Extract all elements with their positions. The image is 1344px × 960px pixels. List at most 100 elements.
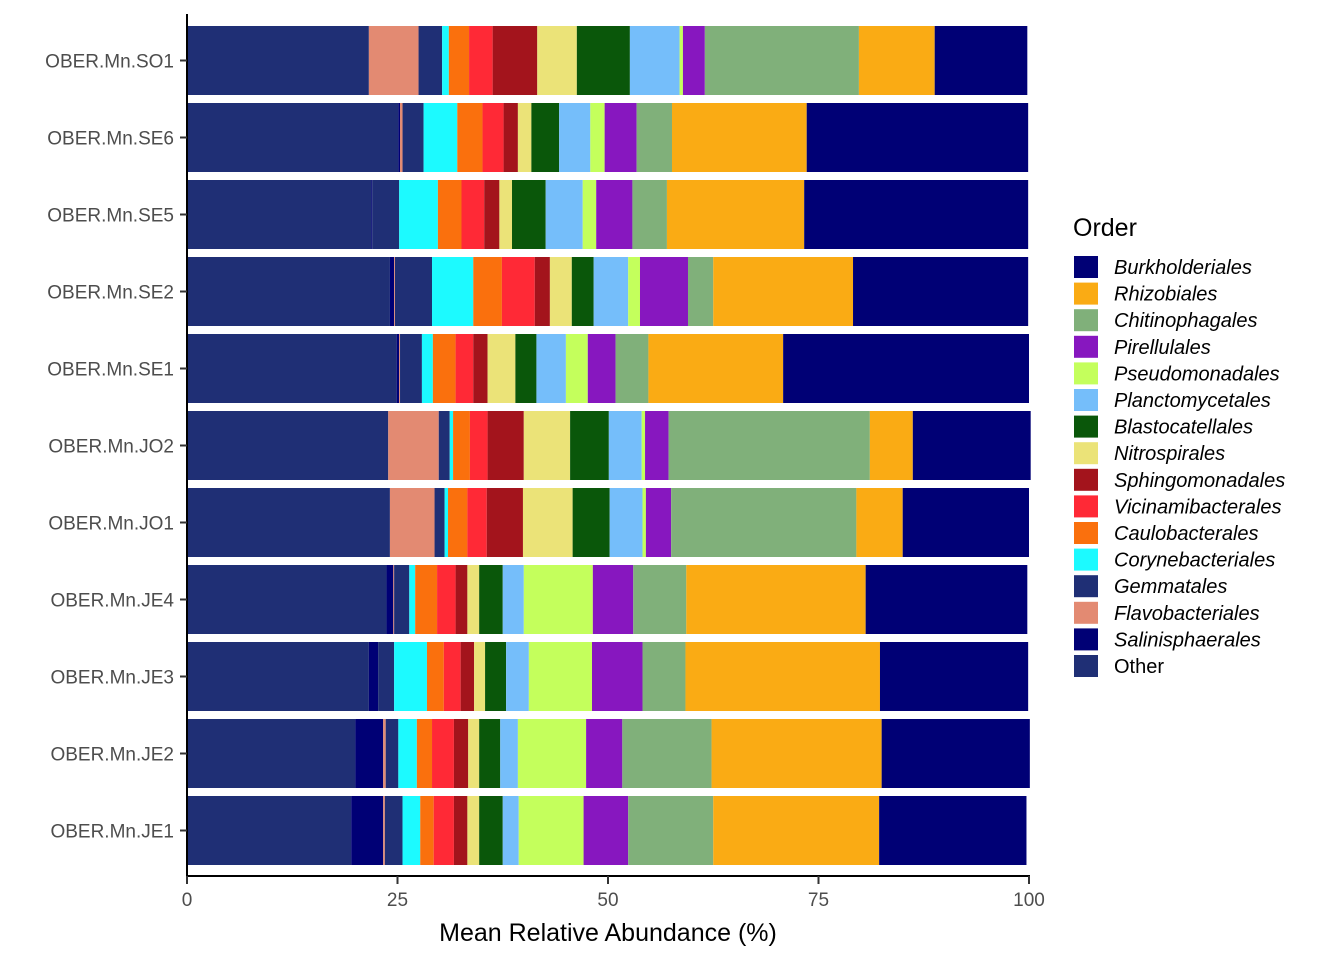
bar-segment-ober-mn-se2-blastocatellales xyxy=(571,257,594,326)
y-tick-label: OBER.Mn.SO1 xyxy=(45,52,174,73)
bar-segment-ober-mn-jo2-gemmatales xyxy=(438,411,450,480)
bar-segment-ober-mn-je1-pseudomonadales xyxy=(518,796,584,865)
bar-segment-ober-mn-je4-pseudomonadales xyxy=(523,565,593,634)
bar-segment-ober-mn-jo1-pseudomonadales xyxy=(642,488,646,557)
bar-segment-ober-mn-se6-other xyxy=(187,103,399,172)
bar-segment-ober-mn-se1-pseudomonadales xyxy=(565,334,588,403)
y-tick-label: OBER.Mn.JO2 xyxy=(48,437,174,458)
legend-swatch-pirellulales xyxy=(1074,335,1098,358)
x-tick-label: 0 xyxy=(182,890,193,911)
bar-segment-ober-mn-jo2-blastocatellales xyxy=(570,411,609,480)
bars-layer xyxy=(187,26,1031,865)
legend-swatch-caulobacterales xyxy=(1074,522,1098,544)
bar-segment-ober-mn-so1-gemmatales xyxy=(418,26,443,95)
bar-segment-ober-mn-se1-salinisphaerales xyxy=(396,334,400,403)
bar-segment-ober-mn-jo2-sphingomonadales xyxy=(487,411,524,480)
bar-segment-ober-mn-se1-blastocatellales xyxy=(515,334,537,403)
bar-segment-ober-mn-jo2-other xyxy=(187,411,389,480)
bar-segment-ober-mn-se5-blastocatellales xyxy=(512,180,546,249)
bar-segment-ober-mn-se5-pirellulales xyxy=(596,180,633,249)
legend-swatch-chitinophagales xyxy=(1074,309,1098,332)
bar-segment-ober-mn-se1-nitrospirales xyxy=(487,334,516,403)
bar-segment-ober-mn-so1-nitrospirales xyxy=(537,26,577,95)
bar-segment-ober-mn-se6-caulobacterales xyxy=(457,103,483,172)
bar-segment-ober-mn-se5-other xyxy=(187,180,372,249)
x-tick-label: 100 xyxy=(1013,890,1045,911)
x-tick-label: 50 xyxy=(597,890,618,911)
bar-segment-ober-mn-je1-corynebacteriales xyxy=(402,796,421,865)
bar-segment-ober-mn-se2-salinisphaerales xyxy=(389,257,395,326)
bar-segment-ober-mn-se1-planctomycetales xyxy=(536,334,566,403)
bar-segment-ober-mn-je3-blastocatellales xyxy=(485,642,507,711)
legend-label-caulobacterales: Caulobacterales xyxy=(1114,523,1259,545)
bar-segment-ober-mn-se5-pseudomonadales xyxy=(582,180,597,249)
bar-segment-ober-mn-je2-blastocatellales xyxy=(479,719,501,788)
legend-label-gemmatales: Gemmatales xyxy=(1114,576,1227,598)
legend-swatch-nitrospirales xyxy=(1074,442,1098,465)
bar-segment-ober-mn-se6-flavobacteriales xyxy=(400,103,403,172)
bar-segment-ober-mn-se6-pseudomonadales xyxy=(590,103,605,172)
bar-segment-ober-mn-jo2-corynebacteriales xyxy=(449,411,454,480)
bar-segment-ober-mn-je3-burkholderiales xyxy=(879,642,1029,711)
bar-segment-ober-mn-so1-pirellulales xyxy=(682,26,705,95)
bar-segment-ober-mn-se5-burkholderiales xyxy=(804,180,1029,249)
bar-segment-ober-mn-se6-burkholderiales xyxy=(806,103,1029,172)
bar-segment-ober-mn-so1-sphingomonadales xyxy=(492,26,538,95)
bar-segment-ober-mn-je3-chitinophagales xyxy=(642,642,686,711)
bar-segment-ober-mn-je2-corynebacteriales xyxy=(398,719,417,788)
bar-segment-ober-mn-se5-planctomycetales xyxy=(545,180,583,249)
legend-swatch-planctomycetales xyxy=(1074,389,1098,411)
bar-segment-ober-mn-je1-chitinophagales xyxy=(628,796,714,865)
bar-segment-ober-mn-je2-pirellulales xyxy=(586,719,623,788)
legend-label-other: Other xyxy=(1114,656,1164,678)
bar-segment-ober-mn-je3-gemmatales xyxy=(378,642,395,711)
bar-segment-ober-mn-je4-chitinophagales xyxy=(633,565,687,634)
bar-segment-ober-mn-jo1-blastocatellales xyxy=(572,488,610,557)
bar-segment-ober-mn-je1-sphingomonadales xyxy=(453,796,468,865)
bar-segment-ober-mn-se2-sphingomonadales xyxy=(534,257,550,326)
bar-segment-ober-mn-se6-corynebacteriales xyxy=(423,103,458,172)
bar-segment-ober-mn-jo1-corynebacteriales xyxy=(444,488,449,557)
bar-segment-ober-mn-se6-planctomycetales xyxy=(559,103,591,172)
bar-segment-ober-mn-se1-flavobacteriales xyxy=(399,334,401,403)
legend-swatch-burkholderiales xyxy=(1074,256,1098,278)
legend-label-vicinamibacterales: Vicinamibacterales xyxy=(1114,496,1282,518)
bar-segment-ober-mn-je1-vicinamibacterales xyxy=(433,796,454,865)
bar-segment-ober-mn-so1-blastocatellales xyxy=(576,26,630,95)
bar-segment-ober-mn-jo2-pirellulales xyxy=(645,411,669,480)
bar-segment-ober-mn-se6-gemmatales xyxy=(402,103,424,172)
legend: Order Burkholderiales Rhizobiales Chitinop… xyxy=(1073,214,1285,678)
bar-segment-ober-mn-je2-other xyxy=(187,719,356,788)
bar-segment-ober-mn-jo1-other xyxy=(187,488,390,557)
bar-segment-ober-mn-je1-flavobacteriales xyxy=(383,796,385,865)
bar-segment-ober-mn-so1-pseudomonadales xyxy=(679,26,683,95)
bar-segment-ober-mn-se1-corynebacteriales xyxy=(421,334,433,403)
bar-segment-ober-mn-je1-nitrospirales xyxy=(467,796,480,865)
y-tick-label: OBER.Mn.JE3 xyxy=(50,668,174,689)
bar-segment-ober-mn-je4-rhizobiales xyxy=(686,565,866,634)
bar-segment-ober-mn-se1-sphingomonadales xyxy=(473,334,488,403)
bar-segment-ober-mn-so1-chitinophagales xyxy=(704,26,859,95)
y-tick-label: OBER.Mn.SE1 xyxy=(47,360,174,381)
bar-segment-ober-mn-jo2-vicinamibacterales xyxy=(469,411,488,480)
bar-segment-ober-mn-so1-burkholderiales xyxy=(934,26,1028,95)
bar-segment-ober-mn-se1-vicinamibacterales xyxy=(455,334,474,403)
bar-segment-ober-mn-je4-caulobacterales xyxy=(415,565,438,634)
bar-segment-ober-mn-jo1-burkholderiales xyxy=(902,488,1029,557)
bar-segment-ober-mn-so1-corynebacteriales xyxy=(442,26,449,95)
bar-segment-ober-mn-se6-blastocatellales xyxy=(531,103,560,172)
bar-segment-ober-mn-se2-rhizobiales xyxy=(713,257,854,326)
bar-segment-ober-mn-je4-gemmatales xyxy=(394,565,410,634)
legend-label-flavobacteriales: Flavobacteriales xyxy=(1114,603,1260,625)
legend-swatch-vicinamibacterales xyxy=(1074,495,1098,518)
bar-segment-ober-mn-je2-planctomycetales xyxy=(500,719,518,788)
bar-segment-ober-mn-je2-caulobacterales xyxy=(416,719,433,788)
bar-segment-ober-mn-je1-pirellulales xyxy=(583,796,629,865)
legend-label-planctomycetales: Planctomycetales xyxy=(1114,390,1271,412)
bar-segment-ober-mn-jo1-chitinophagales xyxy=(671,488,857,557)
bar-segment-ober-mn-je4-other xyxy=(187,565,387,634)
bar-segment-ober-mn-se2-caulobacterales xyxy=(473,257,502,326)
bar-segment-ober-mn-se5-chitinophagales xyxy=(632,180,667,249)
bar-segment-ober-mn-se5-caulobacterales xyxy=(437,180,462,249)
